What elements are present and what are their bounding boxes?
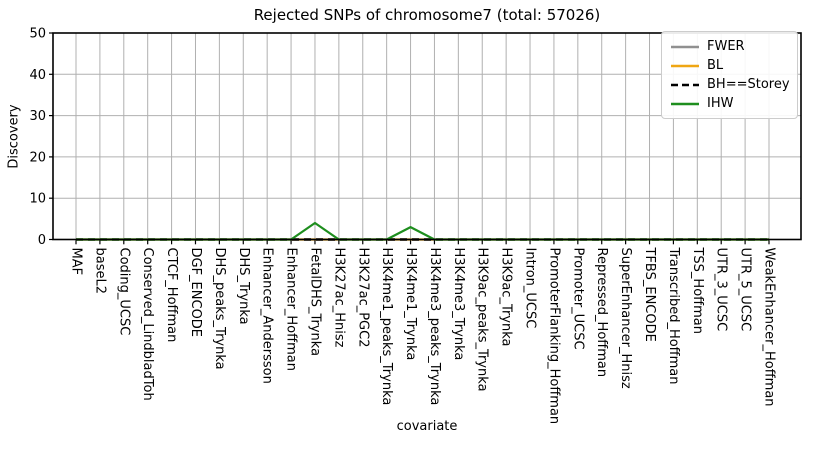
x-tick-label: Coding_UCSC bbox=[116, 248, 131, 336]
x-tick-label: Enhancer_Hoffman bbox=[284, 248, 299, 371]
x-tick-label: SuperEnhancer_Hnisz bbox=[618, 248, 633, 389]
legend: FWER BL BH==Storey IHW bbox=[661, 31, 798, 119]
x-axis-label: covariate bbox=[396, 419, 458, 434]
legend-item-bh-storey: BH==Storey bbox=[671, 75, 790, 94]
x-tick-label: UTR_3_UCSC bbox=[714, 248, 729, 332]
x-tick-label: H3K4me1_peaks_Trynka bbox=[379, 248, 394, 406]
x-tick-label: DHS_Trynka bbox=[236, 248, 251, 325]
x-tick-label: H3K27ac_PGC2 bbox=[355, 248, 370, 348]
x-tick-label: PromoterFlanking_Hoffman bbox=[546, 248, 561, 425]
x-tick-label: H3K4me3_Trynka bbox=[451, 248, 466, 361]
y-tick-label: 40 bbox=[29, 68, 46, 83]
x-tick-label: TFBS_ENCODE bbox=[642, 247, 657, 342]
x-tick-label: H3K4me3_peaks_Trynka bbox=[427, 248, 442, 406]
legend-line-sample bbox=[671, 83, 699, 86]
series-line-ihw bbox=[76, 221, 769, 241]
x-tick-label: baseL2 bbox=[92, 248, 107, 295]
legend-label: IHW bbox=[707, 96, 734, 111]
x-tick-label: Conserved_LindbladToh bbox=[140, 248, 155, 401]
chart-title: Rejected SNPs of chromosome7 (total: 570… bbox=[253, 6, 601, 24]
axes-frame bbox=[52, 32, 802, 241]
x-tick-label: MAF bbox=[69, 248, 84, 276]
x-tick-label: Enhancer_Andersson bbox=[260, 248, 275, 384]
x-tick-label: UTR_5_UCSC bbox=[738, 248, 753, 332]
x-tick-labels: MAF baseL2 Coding_UCSC Conserved_LindbladTo… bbox=[69, 247, 777, 425]
x-tick-label: H3K4me1_Trynka bbox=[403, 248, 418, 361]
y-tick-label: 0 bbox=[38, 233, 46, 248]
y-tick-label: 50 bbox=[29, 27, 46, 42]
x-tick-label: TSS_Hoffman bbox=[690, 247, 705, 335]
x-tick-label: H3K9ac_Trynka bbox=[499, 248, 514, 347]
x-tick-label: H3K27ac_Hnisz bbox=[331, 248, 346, 348]
x-tick-label: Intron_UCSC bbox=[523, 248, 538, 329]
x-tick-label: WeakEnhancer_Hoffman bbox=[762, 248, 777, 407]
legend-item-ihw: IHW bbox=[671, 94, 788, 113]
x-tick-label: H3K9ac_peaks_Trynka bbox=[475, 248, 490, 392]
y-tick-label: 10 bbox=[29, 192, 46, 207]
x-tick-label: FetalDHS_Trynka bbox=[307, 248, 322, 357]
x-tick-label: Repressed_Hoffman bbox=[594, 248, 609, 378]
legend-item-bl: BL bbox=[671, 56, 788, 75]
legend-line-sample bbox=[671, 64, 699, 67]
x-tick-label: Promoter_UCSC bbox=[570, 248, 585, 350]
legend-line-sample bbox=[671, 102, 699, 105]
y-tick-label: 30 bbox=[29, 109, 46, 124]
legend-item-fwer: FWER bbox=[671, 37, 788, 56]
legend-label: BL bbox=[707, 58, 724, 73]
legend-label: FWER bbox=[707, 39, 745, 54]
y-tick-labels: 0 10 20 30 40 50 bbox=[29, 27, 46, 249]
legend-line-sample bbox=[671, 45, 699, 48]
x-tick-label: DGF_ENCODE bbox=[188, 248, 203, 338]
x-tick-label: DHS_peaks_Trynka bbox=[212, 248, 227, 370]
y-tick-label: 20 bbox=[29, 150, 46, 165]
x-tick-label: Transcribed_Hoffman bbox=[666, 247, 681, 385]
tick-marks bbox=[49, 32, 770, 245]
x-tick-label: CTCF_Hoffman bbox=[164, 248, 179, 343]
legend-label: BH==Storey bbox=[707, 77, 790, 92]
